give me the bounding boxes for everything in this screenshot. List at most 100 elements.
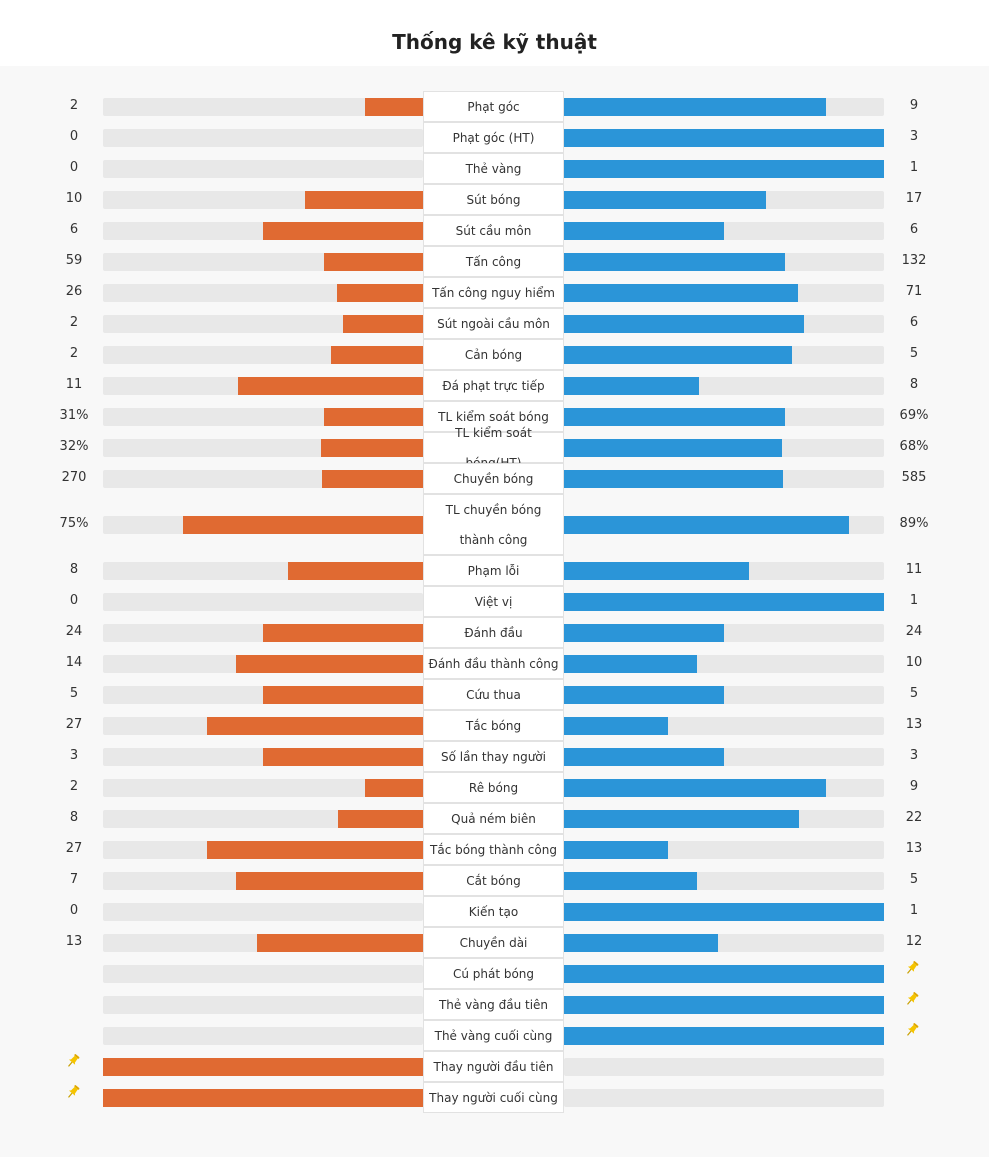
home-value: 7 (69, 871, 79, 887)
home-value: 10 (65, 190, 83, 206)
away-value: 68% (899, 438, 929, 454)
home-bar (263, 747, 423, 766)
away-bar-track (564, 97, 884, 116)
away-value: 17 (905, 190, 923, 206)
home-bar-track (103, 159, 423, 178)
away-bar-track (564, 933, 884, 952)
stat-row: 8 Quả ném biên 22 (0, 803, 989, 834)
away-bar-track (564, 995, 884, 1014)
stat-row: 2 Phạt góc 9 (0, 91, 989, 122)
home-bar-track (103, 128, 423, 147)
home-bar (237, 376, 423, 395)
away-bar (564, 190, 766, 209)
away-value: 5 (909, 685, 919, 701)
home-bar-track (103, 407, 423, 426)
away-value: 24 (905, 623, 923, 639)
home-bar-track (103, 469, 423, 488)
away-bar-track (564, 747, 884, 766)
home-value: 2 (69, 314, 79, 330)
home-bar (263, 685, 423, 704)
stat-label: Chuyền bóng (423, 463, 564, 494)
home-value: 13 (65, 933, 83, 949)
home-bar-track (103, 623, 423, 642)
away-bar-track (564, 871, 884, 890)
stat-row: 11 Đá phạt trực tiếp 8 (0, 370, 989, 401)
away-bar (564, 1026, 884, 1045)
stat-label: Đánh đầu thành công (423, 648, 564, 679)
away-bar-track (564, 345, 884, 364)
stat-label: TL chuyền bóng thành công (423, 494, 564, 555)
home-value: 26 (65, 283, 83, 299)
stat-row: 5 Cứu thua 5 (0, 679, 989, 710)
stat-row: 75% TL chuyền bóng thành công 89% (0, 494, 989, 555)
away-value: 89% (899, 515, 929, 531)
stat-row: Cú phát bóng (0, 958, 989, 989)
stat-label: TL kiểm soát bóng(HT) (423, 426, 564, 470)
home-value: 0 (69, 159, 79, 175)
away-value: 8 (909, 376, 919, 392)
stat-row: 3 Số lần thay người 3 (0, 741, 989, 772)
away-value: 5 (909, 345, 919, 361)
away-bar (564, 515, 849, 534)
stat-label: Thẻ vàng đầu tiên (423, 989, 564, 1020)
home-bar-track (103, 871, 423, 890)
home-value: 75% (59, 515, 89, 531)
stat-label: Sút cầu môn (423, 215, 564, 246)
stat-row: 0 Việt vị 1 (0, 586, 989, 617)
stat-label: Tấn công (423, 246, 564, 277)
home-bar-track (103, 654, 423, 673)
home-bar-track (103, 685, 423, 704)
pushpin-icon (904, 960, 920, 976)
away-bar (564, 809, 799, 828)
home-bar-track (103, 1026, 423, 1045)
away-value: 132 (901, 252, 927, 268)
home-bar-track (103, 1088, 423, 1107)
home-bar-track (103, 809, 423, 828)
away-value: 3 (909, 128, 919, 144)
stat-row: 10 Sút bóng 17 (0, 184, 989, 215)
away-bar (564, 685, 724, 704)
home-bar-track (103, 933, 423, 952)
stat-label: Chuyền dài (423, 927, 564, 958)
stat-row: 7 Cắt bóng 5 (0, 865, 989, 896)
home-bar-track (103, 840, 423, 859)
home-value: 27 (65, 716, 83, 732)
away-bar-track (564, 314, 884, 333)
away-value: 69% (899, 407, 929, 423)
stat-label: Cứu thua (423, 679, 564, 710)
home-bar (364, 778, 423, 797)
home-bar-track (103, 314, 423, 333)
home-bar (337, 809, 423, 828)
stat-label: Sút ngoài cầu môn (423, 308, 564, 339)
home-value: 2 (69, 778, 79, 794)
away-bar (564, 654, 698, 673)
away-bar-track (564, 809, 884, 828)
home-bar-track (103, 283, 423, 302)
stat-label: Cản bóng (423, 339, 564, 370)
home-bar-track (103, 252, 423, 271)
away-bar-track (564, 1088, 884, 1107)
away-bar-track (564, 778, 884, 797)
away-value: 1 (909, 902, 919, 918)
away-bar (564, 747, 724, 766)
home-value: 0 (69, 592, 79, 608)
stat-label: Rê bóng (423, 772, 564, 803)
stat-row: 14 Đánh đầu thành công 10 (0, 648, 989, 679)
away-bar-track (564, 252, 884, 271)
home-bar (331, 345, 423, 364)
home-value: 14 (65, 654, 83, 670)
away-value: 13 (905, 840, 923, 856)
home-value: 27 (65, 840, 83, 856)
away-bar (564, 469, 783, 488)
home-bar (103, 1057, 423, 1076)
away-bar-track (564, 902, 884, 921)
home-bar-track (103, 1057, 423, 1076)
away-value: 9 (909, 778, 919, 794)
stat-row: 0 Phạt góc (HT) 3 (0, 122, 989, 153)
home-bar (364, 97, 423, 116)
home-bar-track (103, 97, 423, 116)
away-value: 11 (905, 561, 923, 577)
home-value: 2 (69, 345, 79, 361)
away-bar-track (564, 190, 884, 209)
away-bar-track (564, 1026, 884, 1045)
